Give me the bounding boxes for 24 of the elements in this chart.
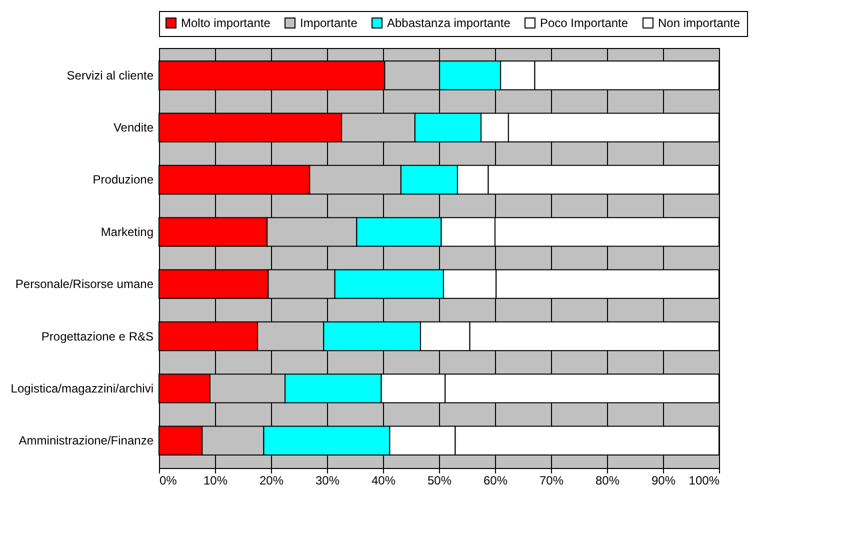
x-tick-label: 10%: [203, 474, 228, 488]
y-tick-label: Amministrazione/Finanze: [18, 434, 154, 448]
x-tick-label: 80%: [595, 474, 620, 488]
x-tick-label: 70%: [539, 474, 564, 488]
x-tick-label: 100%: [688, 474, 720, 488]
x-tick-label: 40%: [371, 474, 396, 488]
y-tick-label: Logistica/magazzini/archivi: [10, 381, 154, 396]
y-tick-label: Servizi al cliente: [66, 68, 154, 82]
y-tick-label: Marketing: [100, 224, 154, 239]
x-tick-label: 20%: [259, 474, 284, 488]
legend-label: Molto importante: [181, 16, 271, 30]
y-tick-label: Personale/Risorse umane: [15, 277, 154, 292]
y-tick-label: Progettazione e R&S: [41, 329, 154, 344]
x-tick-label: 90%: [651, 474, 676, 488]
x-tick-label: 60%: [483, 474, 508, 488]
x-tick-label: 50%: [427, 474, 452, 488]
x-tick-label: 0%: [160, 474, 178, 488]
legend-label: Non importante: [658, 16, 740, 30]
legend-label: Poco Importante: [540, 16, 628, 30]
y-tick-label: Vendite: [113, 120, 154, 135]
legend-label: Importante: [300, 16, 358, 30]
x-tick-label: 30%: [315, 474, 340, 488]
legend-label: Abbastanza importante: [387, 16, 511, 30]
y-tick-label: Produzione: [92, 172, 154, 187]
